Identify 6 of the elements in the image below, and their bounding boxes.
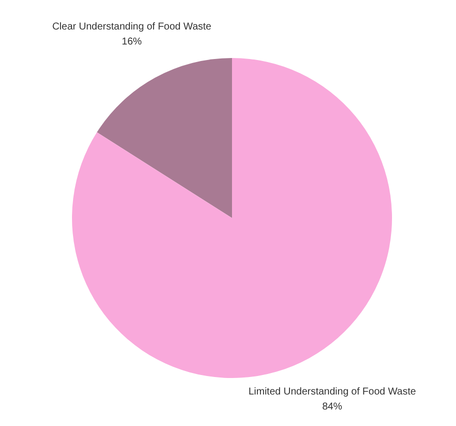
- data-label: 84%: [322, 401, 342, 412]
- data-label: 16%: [122, 36, 142, 48]
- pie-slice: [96, 58, 232, 218]
- pie-slice: [72, 58, 392, 378]
- slice-label: Limited Understanding of Food Waste: [248, 386, 416, 398]
- slice-label: Clear Understanding of Food Waste: [52, 22, 212, 33]
